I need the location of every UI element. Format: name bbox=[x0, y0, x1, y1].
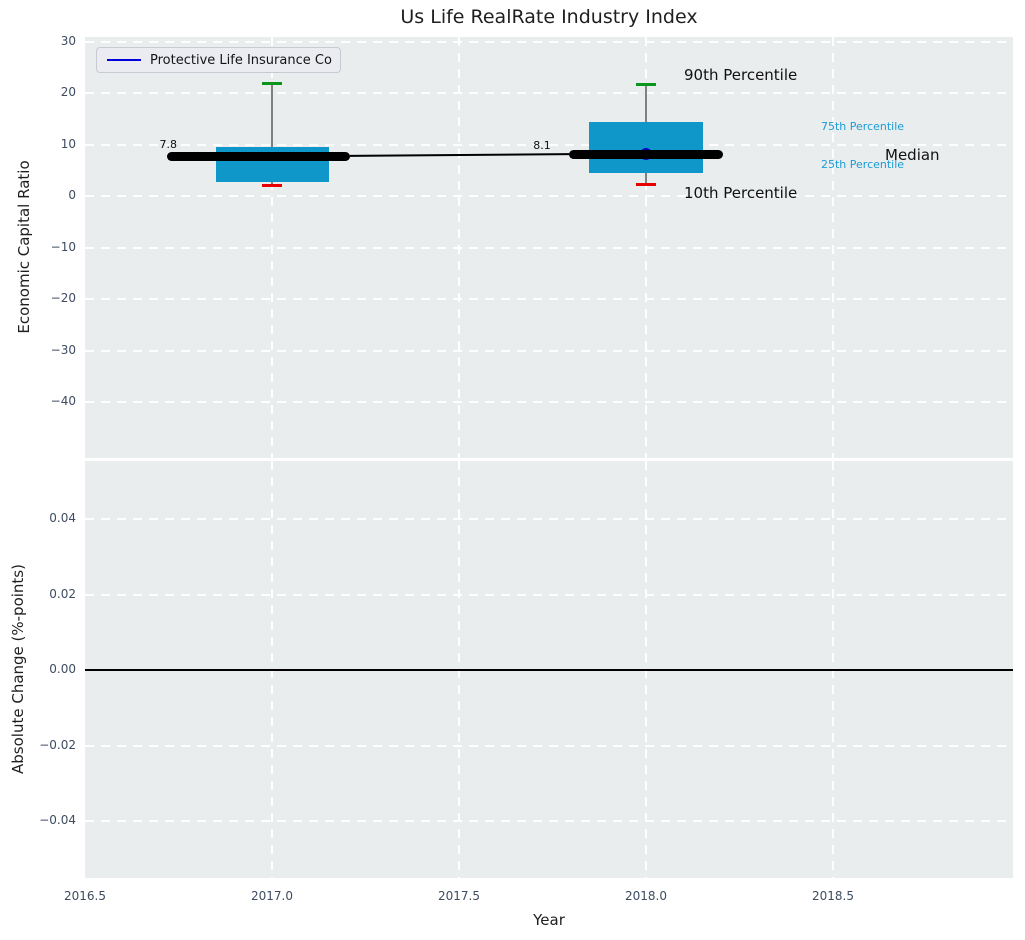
legend-label: Protective Life Insurance Co bbox=[150, 52, 332, 68]
top-ytick: 10 bbox=[60, 137, 76, 151]
cap-90th-2017 bbox=[262, 82, 282, 85]
gridline-h bbox=[85, 195, 1013, 197]
top-ytick: −40 bbox=[50, 394, 76, 408]
gridline-h bbox=[85, 401, 1013, 403]
bottom-ytick: −0.04 bbox=[39, 813, 76, 827]
gridline-v bbox=[645, 37, 647, 458]
gridline-h bbox=[85, 745, 1013, 747]
gridline-v bbox=[832, 37, 834, 458]
gridline-h bbox=[85, 594, 1013, 596]
whisker-2017 bbox=[271, 83, 273, 185]
median-value-2017: 7.8 bbox=[159, 138, 178, 151]
bottom-y-axis-label: Absolute Change (%-points) bbox=[9, 564, 27, 774]
bottom-axes bbox=[85, 461, 1013, 878]
p75-callout: 75th Percentile bbox=[821, 120, 905, 133]
box-2018 bbox=[589, 122, 703, 173]
p25-callout: 25th Percentile bbox=[821, 158, 905, 171]
top-ytick: 0 bbox=[68, 188, 76, 202]
median-line-2018 bbox=[569, 150, 723, 159]
gridline-h bbox=[85, 92, 1013, 94]
chart-title: Us Life RealRate Industry Index bbox=[400, 6, 698, 28]
gridline-h bbox=[85, 144, 1013, 146]
legend: Protective Life Insurance Co bbox=[96, 47, 341, 73]
top-ytick: −20 bbox=[50, 291, 76, 305]
gridline-h bbox=[85, 518, 1013, 520]
median-line-2017 bbox=[167, 152, 350, 161]
p90-callout: 90th Percentile bbox=[684, 66, 798, 84]
bottom-ytick: 0.04 bbox=[49, 511, 76, 525]
top-y-axis-label: Economic Capital Ratio bbox=[15, 160, 33, 334]
legend-line-swatch bbox=[107, 58, 141, 62]
xtick: 2018.0 bbox=[625, 889, 667, 903]
top-ytick: 30 bbox=[60, 34, 76, 48]
bottom-ytick: 0.00 bbox=[49, 662, 76, 676]
gridline-h bbox=[85, 41, 1013, 43]
gridline-h bbox=[85, 350, 1013, 352]
zero-line bbox=[85, 669, 1013, 671]
gridline-v bbox=[458, 37, 460, 458]
xtick: 2017.5 bbox=[438, 889, 480, 903]
xtick: 2017.0 bbox=[251, 889, 293, 903]
top-axes bbox=[85, 37, 1013, 458]
p10-callout: 10th Percentile bbox=[684, 184, 798, 202]
gridline-h bbox=[85, 298, 1013, 300]
cap-90th-2018 bbox=[636, 83, 656, 86]
gridline-h bbox=[85, 820, 1013, 822]
cap-10th-2017 bbox=[262, 184, 282, 187]
top-ytick: 20 bbox=[60, 85, 76, 99]
median-callout: Median bbox=[885, 146, 940, 164]
gridline-v bbox=[271, 37, 273, 458]
bottom-ytick: 0.02 bbox=[49, 587, 76, 601]
xtick: 2018.5 bbox=[812, 889, 854, 903]
xtick: 2016.5 bbox=[64, 889, 106, 903]
top-ytick: −10 bbox=[50, 240, 76, 254]
median-value-2018: 8.1 bbox=[533, 139, 551, 152]
x-axis-label: Year bbox=[533, 911, 565, 929]
cap-10th-2018 bbox=[636, 183, 656, 186]
bottom-ytick: −0.02 bbox=[39, 738, 76, 752]
top-ytick: −30 bbox=[50, 343, 76, 357]
gridline-h bbox=[85, 247, 1013, 249]
